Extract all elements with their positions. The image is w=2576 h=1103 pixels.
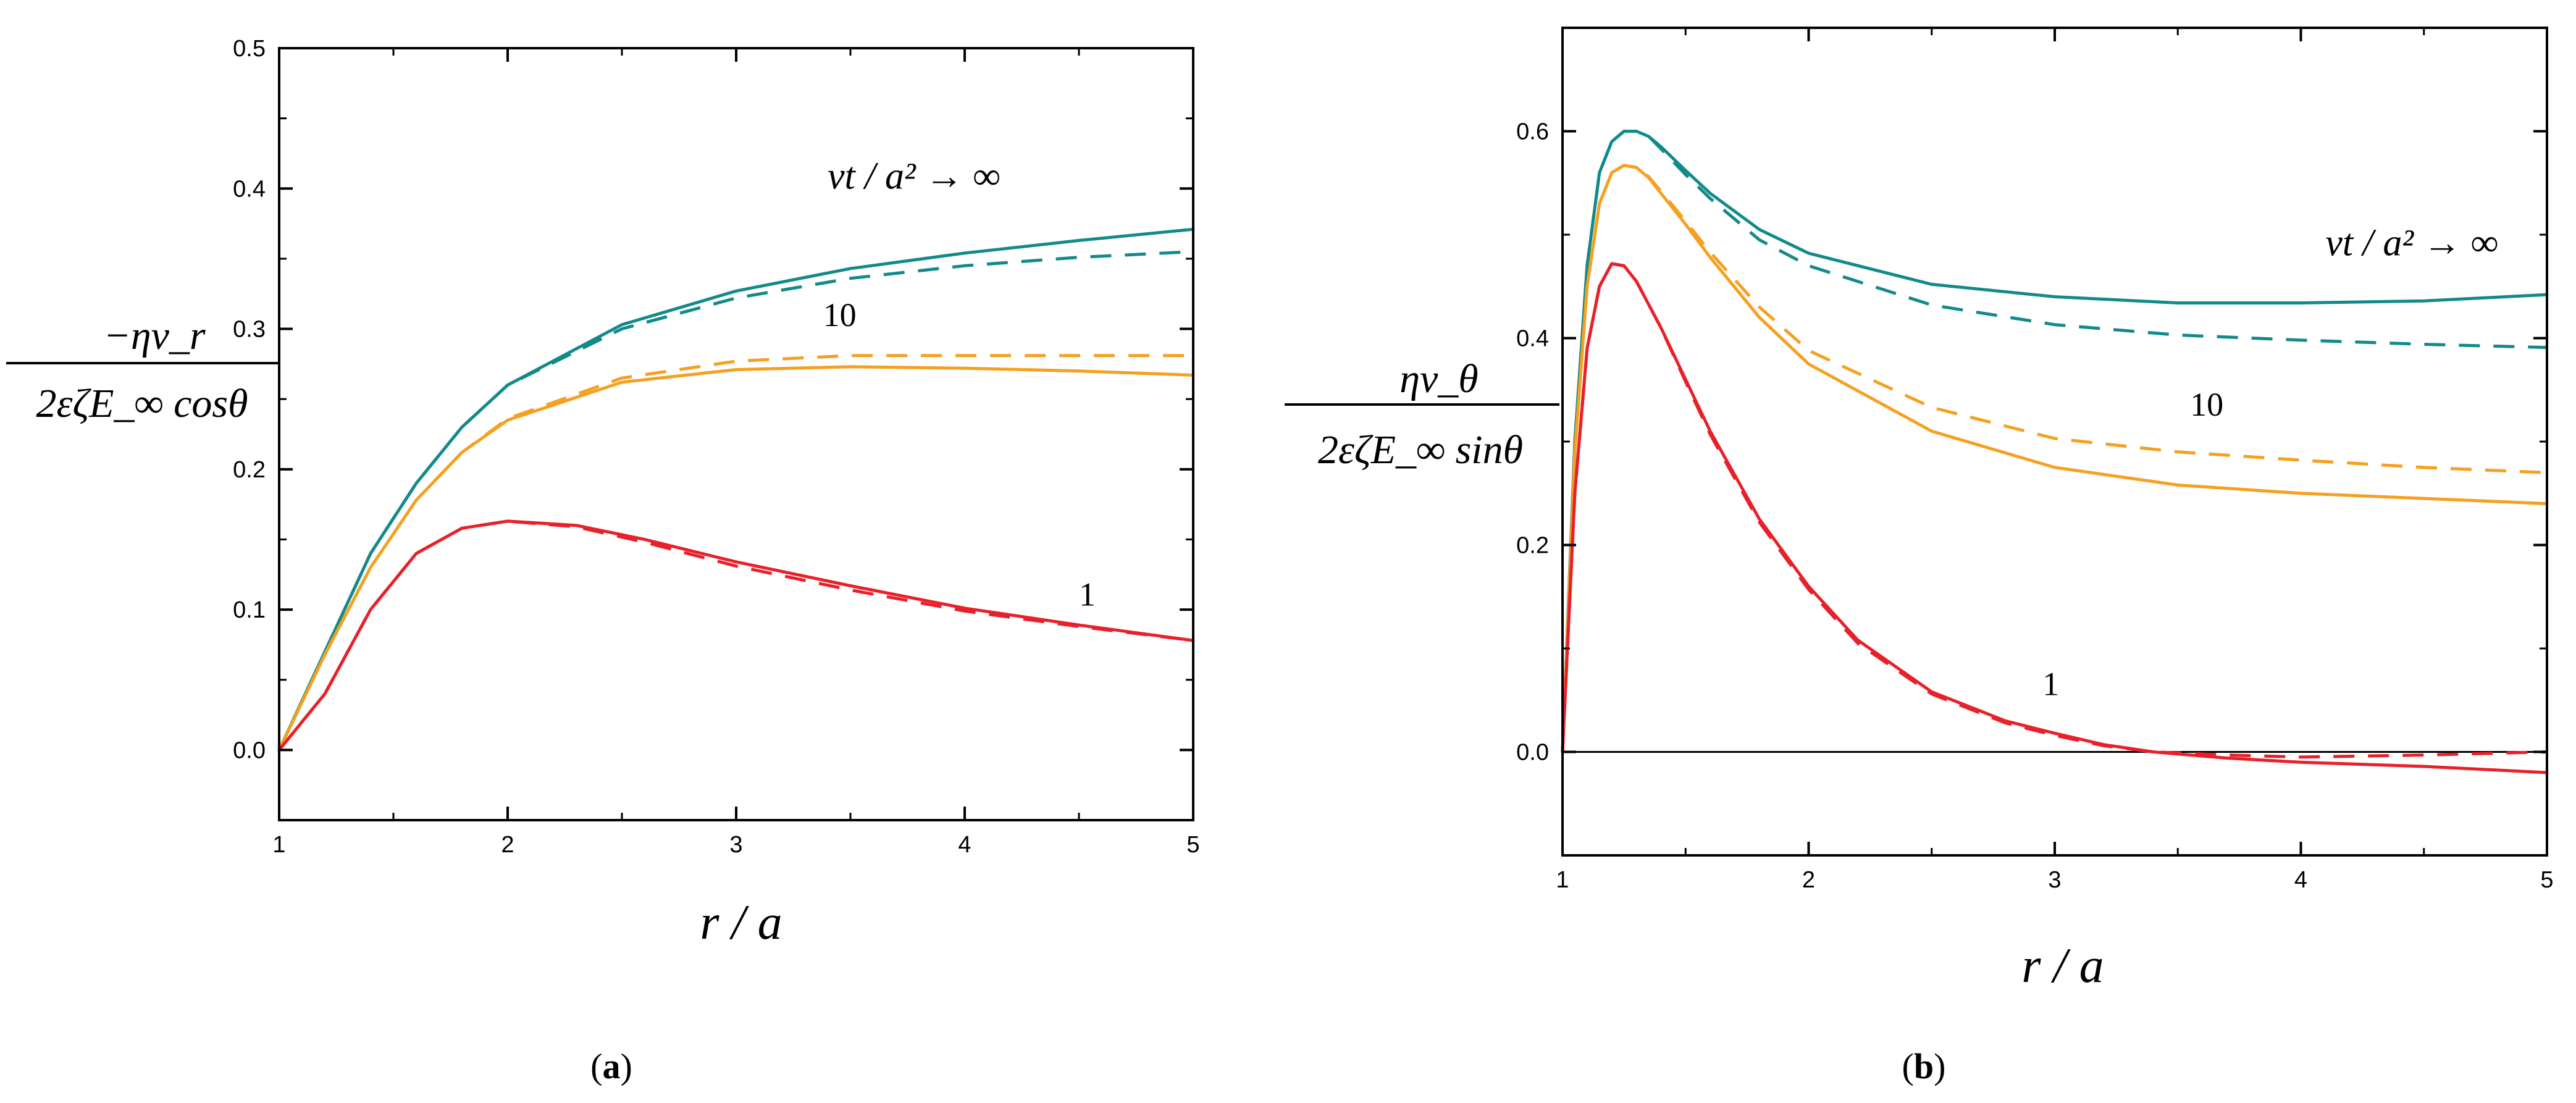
panel-b-series-line-0: [1561, 130, 2549, 753]
panel-a-ylabel-denominator: 2εζE_∞ cosθ: [36, 381, 248, 426]
panel-b-xtick-label: 3: [2048, 867, 2061, 893]
panel-b-annotation-0: vt / a² → ∞: [2325, 222, 2498, 264]
panel-b-caption-letter: b: [1914, 1046, 1934, 1086]
panel-a-series-line-2: [277, 365, 1195, 752]
panel-b: 1 2 3 4 5 0.0 0.2 0.4 0.6 ην_θ 2εζE_∞ sinθ r / a…: [1285, 27, 2554, 1086]
panel-b-caption-open: (: [1902, 1046, 1914, 1086]
panel-a-caption-close: ): [621, 1046, 632, 1086]
panel-b-series-line-2: [1561, 164, 2549, 753]
panel-b-annotation-1: 10: [2190, 386, 2223, 423]
panel-a-plot-frame: [278, 47, 1194, 821]
panel-b-xtick-label: 5: [2540, 867, 2553, 893]
panel-b-xlabel: r / a: [2021, 939, 2104, 993]
panel-b-ticks: 1 2 3 4 5 0.0 0.2 0.4 0.6: [1516, 27, 2554, 893]
panel-a-xtick-label: 2: [501, 832, 514, 858]
panel-b-series-line-1: [1561, 130, 2548, 752]
panel-a-ytick-label: 0.5: [233, 36, 266, 62]
panel-a-ytick-label: 0.4: [233, 176, 266, 202]
panel-a-series-line-1: [277, 250, 1194, 751]
panel-b-ytick-label: 0.2: [1516, 533, 1549, 559]
panel-b-caption-close: ): [1934, 1046, 1945, 1086]
panel-b-series-line-3: [1561, 164, 2548, 752]
panel-b-series-line-4: [1561, 262, 2549, 774]
panel-b-annotations: vt / a² → ∞ 10 1: [2042, 222, 2498, 703]
panel-b-xtick-label: 4: [2294, 867, 2307, 893]
panel-a-xtick-label: 3: [729, 832, 742, 858]
panel-a-annotation-2: 1: [1079, 576, 1096, 613]
panel-a-xtick-label: 4: [958, 832, 971, 858]
panel-a-series: [277, 227, 1195, 752]
panel-b-caption: (b): [1902, 1046, 1946, 1086]
panel-b-ytick-label: 0.4: [1516, 326, 1549, 352]
panel-a-ytick-label: 0.1: [233, 597, 266, 623]
panel-b-ylabel-numerator: ην_θ: [1399, 356, 1478, 401]
panel-b-ylabel-denominator: 2εζE_∞ sinθ: [1318, 427, 1523, 472]
panel-b-xtick-label: 1: [1556, 867, 1569, 893]
panel-b-xtick-label: 2: [1802, 867, 1815, 893]
panel-a-ytick-label: 0.3: [233, 317, 266, 343]
panel-a-caption-open: (: [590, 1046, 602, 1086]
panel-a-series-line-4: [277, 519, 1195, 752]
panel-b-series: [1561, 130, 2549, 774]
panel-a-caption: (a): [590, 1046, 632, 1086]
panel-b-ytick-label: 0.0: [1516, 740, 1549, 766]
panel-a-series-line-5: [278, 519, 1194, 751]
panel-a-xtick-label: 1: [272, 832, 285, 858]
panel-a-annotations: vt / a² → ∞ 10 1: [823, 155, 1096, 613]
panel-b-annotation-2: 1: [2042, 665, 2059, 702]
panel-b-series-line-5: [1561, 262, 2548, 759]
panel-a-annotation-0: vt / a² → ∞: [828, 155, 1001, 197]
panel-a-series-line-3: [277, 354, 1193, 751]
panel-a-series-line-0: [277, 227, 1195, 752]
panel-a-caption-letter: a: [603, 1046, 621, 1086]
panel-a-ylabel-numerator: −ην_r: [103, 313, 206, 358]
panel-a-ytick-label: 0.0: [233, 737, 266, 763]
panel-a-ytick-label: 0.2: [233, 457, 266, 483]
panel-a: 1 2 3 4 5 0.0 0.1 0.2 0.3 0.4 0.5 −ην_r 2εζE_∞ cos…: [6, 36, 1200, 1086]
panel-a-annotation-1: 10: [823, 296, 857, 333]
panel-a-ticks: 1 2 3 4 5 0.0 0.1 0.2 0.3 0.4 0.5: [233, 36, 1199, 858]
panel-a-xlabel: r / a: [700, 895, 782, 950]
panel-b-plot-frame: [1561, 27, 2548, 857]
panel-b-ytick-label: 0.6: [1516, 119, 1549, 145]
panel-a-xtick-label: 5: [1186, 832, 1199, 858]
